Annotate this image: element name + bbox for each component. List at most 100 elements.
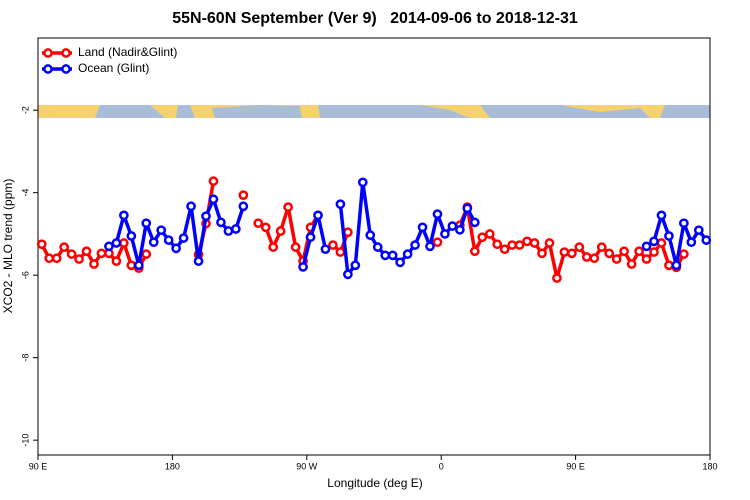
point [693, 225, 704, 236]
point [335, 199, 346, 210]
point [89, 259, 99, 269]
point [335, 247, 346, 257]
point [604, 248, 615, 259]
point [238, 190, 249, 200]
point [641, 254, 652, 264]
point [649, 236, 659, 247]
legend-marker [43, 64, 53, 74]
point [544, 238, 555, 248]
point [634, 246, 644, 257]
point [626, 259, 637, 269]
point [290, 242, 301, 252]
point [298, 262, 308, 272]
point [522, 236, 532, 247]
point [537, 248, 547, 259]
point [201, 211, 211, 222]
point [96, 248, 107, 259]
point [231, 224, 241, 234]
legend-marker [43, 48, 53, 58]
legend-marker [61, 64, 71, 74]
point [581, 252, 592, 262]
point [596, 242, 607, 252]
point [208, 176, 219, 186]
y-tick-label: -2 [20, 106, 30, 114]
point [320, 244, 331, 255]
point [44, 253, 55, 264]
point [671, 260, 682, 271]
point [664, 231, 674, 241]
point [686, 237, 697, 248]
point [126, 260, 137, 271]
x-tick-label: 90 E [29, 461, 48, 471]
y-tick-label: -8 [20, 354, 30, 362]
point [74, 254, 84, 264]
point [499, 244, 510, 255]
point [701, 235, 712, 245]
point [567, 248, 577, 259]
point [104, 241, 114, 252]
y-tick-label: -10 [20, 434, 30, 447]
point [656, 210, 667, 221]
point [223, 226, 234, 236]
point [156, 225, 167, 236]
point [679, 249, 689, 259]
point [402, 249, 413, 259]
point [462, 203, 473, 214]
point [66, 249, 77, 259]
point [350, 260, 361, 271]
point [268, 242, 279, 252]
point [253, 218, 264, 229]
x-tick-label: 0 [439, 461, 444, 471]
point [208, 194, 219, 205]
point [387, 250, 398, 261]
point [51, 253, 62, 264]
point [111, 256, 122, 266]
point [649, 247, 659, 257]
y-tick-label: -4 [20, 189, 30, 197]
point [81, 246, 92, 257]
point [656, 238, 667, 248]
y-tick-label: -6 [20, 271, 30, 279]
point [380, 250, 391, 261]
point [343, 269, 353, 280]
point [365, 230, 376, 241]
point [679, 218, 689, 229]
point [507, 240, 517, 250]
point [410, 240, 420, 250]
point [455, 224, 465, 235]
point [163, 235, 174, 245]
x-axis-label: Longitude (deg E) [327, 476, 422, 490]
point [119, 238, 129, 248]
point [119, 210, 129, 221]
point [432, 237, 443, 248]
legend-label: Land (Nadir&Glint) [78, 45, 177, 59]
point [126, 231, 137, 241]
point [440, 229, 450, 239]
point [193, 256, 204, 266]
point [313, 210, 323, 221]
point [186, 201, 196, 212]
point [275, 226, 286, 236]
point [477, 232, 488, 243]
point [178, 233, 189, 243]
point [514, 240, 525, 250]
point [260, 222, 271, 233]
point [552, 273, 562, 283]
point [611, 254, 622, 264]
strip-ocean [95, 105, 710, 118]
legend-label: Ocean (Glint) [78, 61, 149, 75]
x-tick-label: 90 E [566, 461, 585, 471]
point [664, 260, 674, 271]
point [417, 222, 428, 233]
legend: Land (Nadir&Glint) Ocean (Glint) [42, 45, 177, 75]
point [641, 241, 652, 252]
x-tick-label: 180 [165, 461, 180, 471]
point [574, 242, 585, 252]
point [447, 221, 458, 231]
point [469, 217, 480, 228]
y-axis-label: XCO2 - MLO trend (ppm) [1, 179, 15, 314]
point [484, 229, 495, 239]
x-tick-label: 180 [702, 461, 717, 471]
